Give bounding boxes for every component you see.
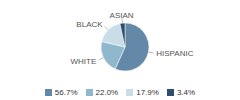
html-text:17.9%: 17.9% <box>136 87 159 97</box>
svg-text:ASIAN: ASIAN <box>110 11 134 20</box>
svg-text:HISPANIC: HISPANIC <box>156 49 193 58</box>
html-text:3.4%: 3.4% <box>176 87 196 97</box>
svg-text:WHITE: WHITE <box>71 57 97 66</box>
html-text:22.0%: 22.0% <box>95 87 119 97</box>
svg-text:BLACK: BLACK <box>76 20 103 29</box>
html-text:56.7%: 56.7% <box>54 87 78 97</box>
